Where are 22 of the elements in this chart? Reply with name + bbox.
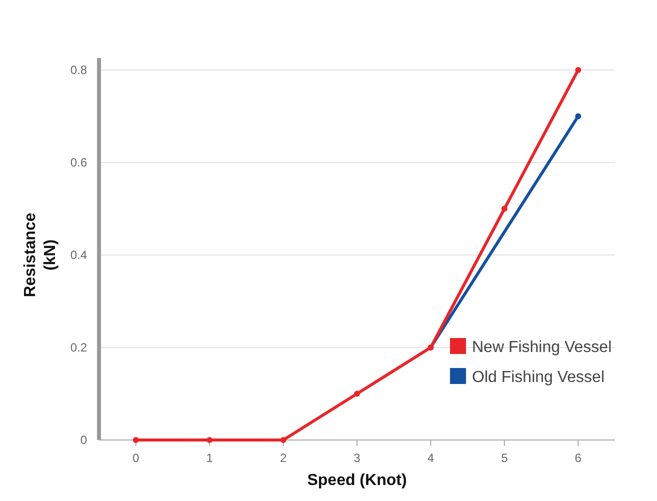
x-tick-label: 6 [574, 451, 582, 465]
x-tick-label: 0 [132, 451, 140, 465]
y-tick-label: 0.6 [70, 156, 88, 170]
y-axis-title: Resistance (kN) [22, 212, 59, 298]
point [575, 67, 582, 73]
x-tick-label: 3 [354, 451, 361, 465]
y-tick-label: 0.2 [70, 340, 88, 354]
x-tick-label: 4 [427, 451, 434, 465]
x-tick-label: 5 [501, 451, 508, 465]
x-axis-title: Speed (Knot) [307, 472, 407, 489]
x-tick-label: 2 [280, 451, 287, 465]
x-tick-label: 1 [206, 451, 214, 465]
legend-label: New Fishing Vessel [472, 339, 612, 356]
point [501, 206, 508, 212]
y-tick-label: 0.8 [70, 63, 88, 77]
y-tick-label: 0.4 [70, 248, 88, 262]
point [132, 437, 139, 443]
point [575, 113, 582, 120]
y-tick-label: 0 [80, 433, 88, 447]
point [354, 390, 360, 397]
point [280, 437, 286, 443]
legend-label: Old Fishing Vessel [472, 369, 605, 386]
